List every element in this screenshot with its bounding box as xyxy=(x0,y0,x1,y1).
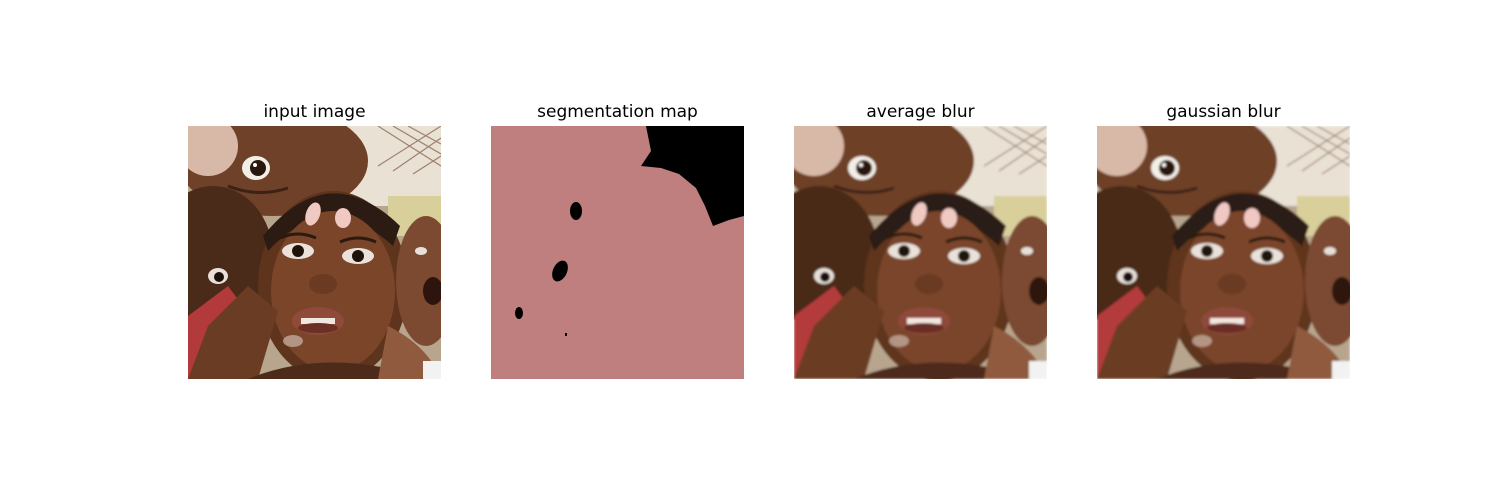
panel-title: average blur xyxy=(866,102,975,122)
input-image xyxy=(188,126,441,379)
average-blur-image xyxy=(794,126,1047,379)
panel-title: input image xyxy=(263,102,366,122)
panel-title: gaussian blur xyxy=(1166,102,1281,122)
segmentation-background-region xyxy=(641,126,744,226)
segmentation-map-image xyxy=(491,126,744,379)
gaussian-blur-image xyxy=(1097,126,1350,379)
panel-title: segmentation map xyxy=(537,102,698,122)
